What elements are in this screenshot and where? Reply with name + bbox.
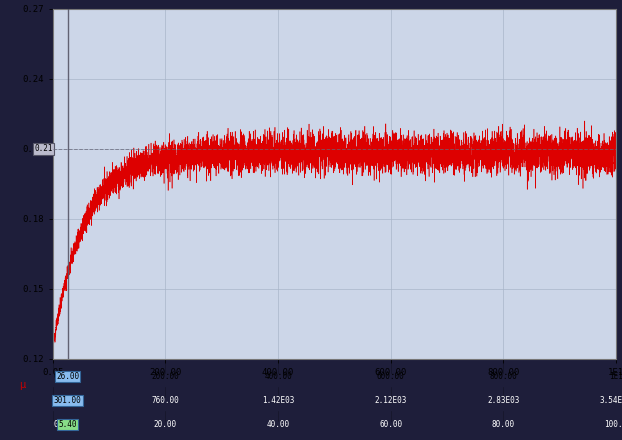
- Text: 0.21: 0.21: [34, 144, 53, 153]
- Text: 100.0: 100.0: [604, 420, 622, 429]
- Text: 760.00: 760.00: [152, 396, 179, 405]
- Text: 0.00: 0.00: [54, 372, 73, 381]
- Text: 0.00: 0.00: [54, 420, 73, 429]
- Text: 600.00: 600.00: [377, 372, 404, 381]
- Text: 3.54E03: 3.54E03: [600, 396, 622, 405]
- Text: 40.00: 40.00: [266, 420, 290, 429]
- Text: 1E1: 1E1: [609, 372, 622, 381]
- Text: 80.00: 80.00: [491, 420, 515, 429]
- Text: 60.00: 60.00: [379, 420, 402, 429]
- Text: 26.00: 26.00: [56, 372, 79, 381]
- Text: 2.83E03: 2.83E03: [487, 396, 519, 405]
- Text: μ: μ: [19, 380, 26, 389]
- Text: 1.42E03: 1.42E03: [262, 396, 294, 405]
- Text: 5.40: 5.40: [58, 420, 77, 429]
- Text: 200.00: 200.00: [152, 372, 179, 381]
- Text: 800.00: 800.00: [490, 372, 517, 381]
- Text: 400.00: 400.00: [264, 372, 292, 381]
- Text: 301.00: 301.00: [53, 396, 81, 405]
- Text: 2.12E03: 2.12E03: [374, 396, 407, 405]
- Text: 20.00: 20.00: [154, 420, 177, 429]
- Text: 1.00: 1.00: [54, 396, 73, 405]
